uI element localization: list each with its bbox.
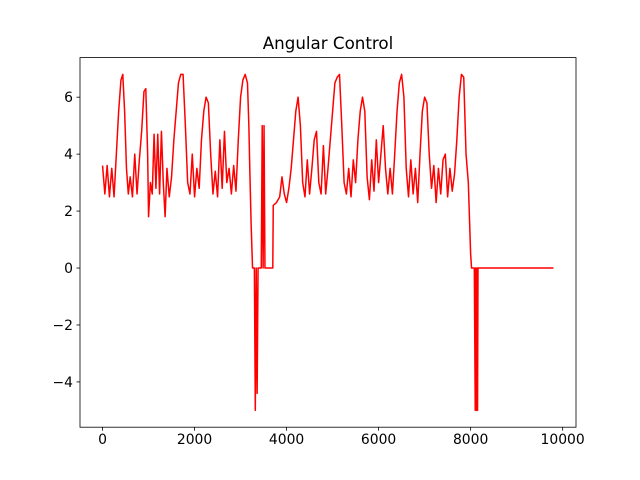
x-tick-label: 0 xyxy=(98,432,107,448)
x-tick-label: 10000 xyxy=(541,432,585,448)
data-line xyxy=(101,73,554,412)
y-tick-label: 4 xyxy=(64,147,73,163)
x-tick-label: 2000 xyxy=(177,432,212,448)
chart-title: Angular Control xyxy=(263,33,394,53)
y-tick-label: 2 xyxy=(64,204,73,220)
y-tick-label: 0 xyxy=(64,261,73,277)
x-tick-label: 8000 xyxy=(453,432,488,448)
y-tick-label: 6 xyxy=(64,90,73,106)
y-tick-label: −4 xyxy=(53,375,74,391)
x-tick-label: 6000 xyxy=(361,432,396,448)
plot-frame xyxy=(79,57,577,428)
y-tick-label: −2 xyxy=(53,318,73,334)
x-tick-label: 4000 xyxy=(269,432,304,448)
